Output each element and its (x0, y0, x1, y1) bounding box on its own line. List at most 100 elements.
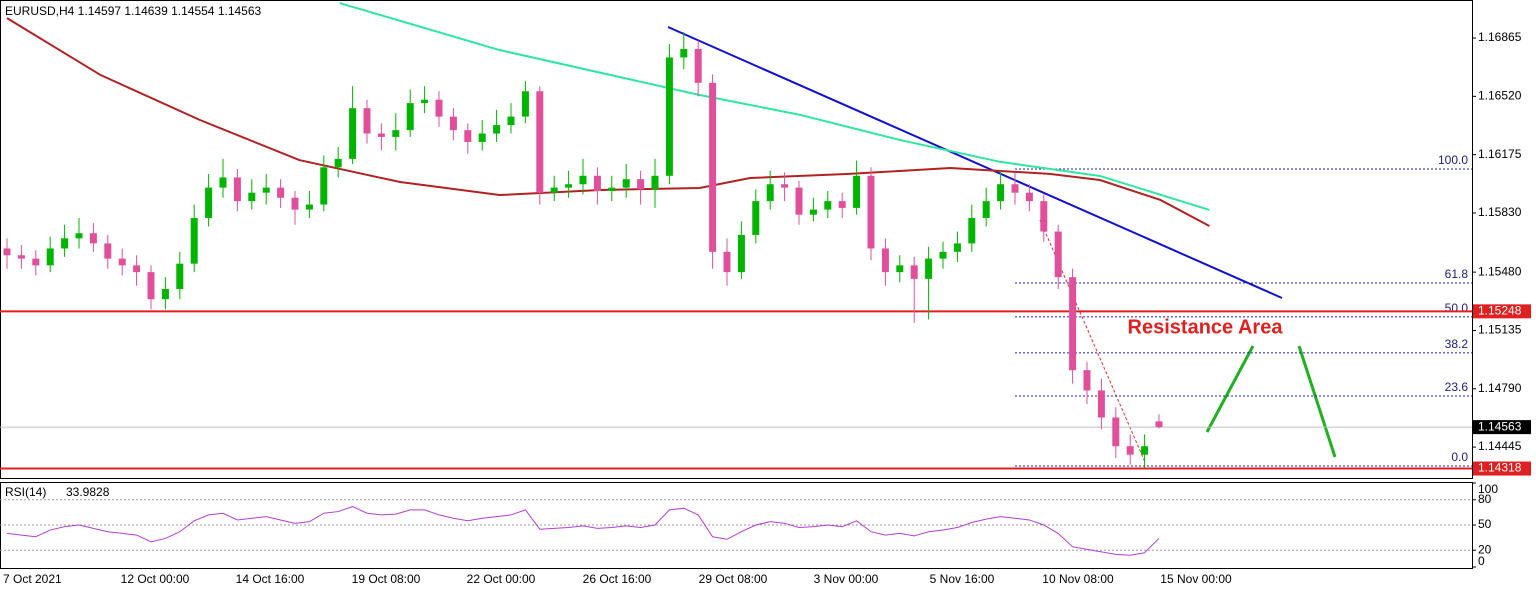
candle-body (766, 184, 774, 202)
candle-body (349, 108, 357, 159)
arrow-down (1297, 345, 1337, 458)
candle-body (997, 184, 1005, 202)
x-tick-label: 12 Oct 00:00 (121, 572, 190, 586)
fib-label: 61.8 (1445, 267, 1469, 281)
candle-body (723, 251, 731, 273)
candle-body (75, 233, 83, 239)
candle-body (1141, 446, 1149, 455)
rsi-name: RSI(14) (5, 485, 46, 499)
rsi-tick-label: 50 (1478, 517, 1492, 531)
candle-body (493, 125, 501, 134)
price-level-box (1473, 304, 1531, 319)
price-level-label: 1.15248 (1478, 304, 1522, 318)
candle-body (694, 49, 702, 83)
candle-body (1112, 417, 1120, 447)
trend-line (667, 26, 1283, 299)
candle-body (608, 187, 616, 191)
candle-body (449, 116, 457, 131)
moving-average (339, 2, 1210, 211)
candle-body (781, 184, 789, 188)
candle-body (248, 192, 256, 202)
candle-body (61, 238, 69, 249)
y-tick-label: 1.16175 (1478, 147, 1522, 161)
y-tick-label: 1.16865 (1478, 30, 1522, 44)
candle-body (334, 158, 342, 168)
candle-body (1025, 192, 1033, 202)
x-tick-label: 5 Nov 16:00 (930, 572, 995, 586)
rsi-tick-label: 0 (1478, 554, 1485, 568)
candle-body (637, 179, 645, 190)
candle-body (881, 248, 889, 273)
candle-body (377, 133, 385, 137)
candle-body (17, 255, 25, 259)
candle-body (910, 265, 918, 279)
candle-body (867, 175, 875, 249)
annotation: Resistance Area (1128, 316, 1284, 338)
rsi-tick-label: 100 (1478, 482, 1498, 496)
candle-body (435, 99, 443, 117)
candle-body (824, 201, 832, 210)
candle-body (680, 49, 688, 58)
fib-label: 50.0 (1445, 301, 1469, 315)
fib-label: 38.2 (1445, 337, 1469, 351)
candle-body (1040, 201, 1048, 232)
candle-body (320, 167, 328, 205)
candle-body (968, 218, 976, 244)
candle-body (133, 265, 141, 273)
fib-label: 0.0 (1451, 450, 1468, 464)
candle-body (795, 187, 803, 215)
price-level-label: 1.14563 (1478, 419, 1522, 433)
candle-body (565, 184, 573, 188)
candle-body (1083, 370, 1091, 391)
rsi-tick-label: 80 (1478, 492, 1492, 506)
candle-body (1054, 231, 1062, 278)
candle-body (579, 175, 587, 185)
price-level-label: 1.14318 (1478, 461, 1522, 475)
candle-body (651, 175, 659, 190)
rsi-value: 33.9828 (66, 485, 110, 499)
rsi-tick-label: 20 (1478, 542, 1492, 556)
candle-body (363, 108, 371, 134)
candle-body (3, 248, 11, 256)
candle-body (521, 91, 529, 117)
candle-body (1126, 446, 1134, 455)
x-tick-label: 7 Oct 2021 (3, 572, 62, 586)
candle-body (752, 201, 760, 235)
fib-label: 23.6 (1445, 380, 1469, 394)
x-tick-label: 10 Nov 08:00 (1042, 572, 1114, 586)
candle-body (233, 177, 241, 202)
candle-body (709, 82, 717, 252)
candle-body (291, 197, 299, 210)
y-tick-label: 1.14790 (1478, 381, 1522, 395)
fib-label: 100.0 (1438, 153, 1468, 167)
x-tick-label: 26 Oct 16:00 (583, 572, 652, 586)
candle-body (262, 187, 270, 193)
arrow-up (1205, 345, 1255, 433)
candle-body (118, 258, 126, 266)
y-tick-label: 1.16520 (1478, 89, 1522, 103)
candle-body (982, 201, 990, 219)
candle-body (478, 133, 486, 142)
price-level-box (1473, 420, 1531, 435)
x-tick-label: 19 Oct 08:00 (352, 572, 421, 586)
candle-body (853, 175, 861, 208)
candle-body (46, 248, 54, 266)
rsi-line (6, 505, 1160, 556)
candle-body (1011, 184, 1019, 193)
candle-body (176, 263, 184, 290)
candle-body (896, 265, 904, 273)
moving-average (6, 17, 1210, 227)
candle-body (392, 130, 400, 137)
candle-body (507, 116, 515, 126)
y-tick-label: 1.15830 (1478, 205, 1522, 219)
candle-body (190, 218, 198, 264)
candle-body (305, 204, 313, 210)
candle-body (953, 243, 961, 252)
x-tick-label: 15 Nov 00:00 (1160, 572, 1232, 586)
price-level-box (1473, 461, 1531, 476)
candle-body (925, 258, 933, 279)
candle-body (737, 234, 745, 273)
candle-body (406, 103, 414, 131)
